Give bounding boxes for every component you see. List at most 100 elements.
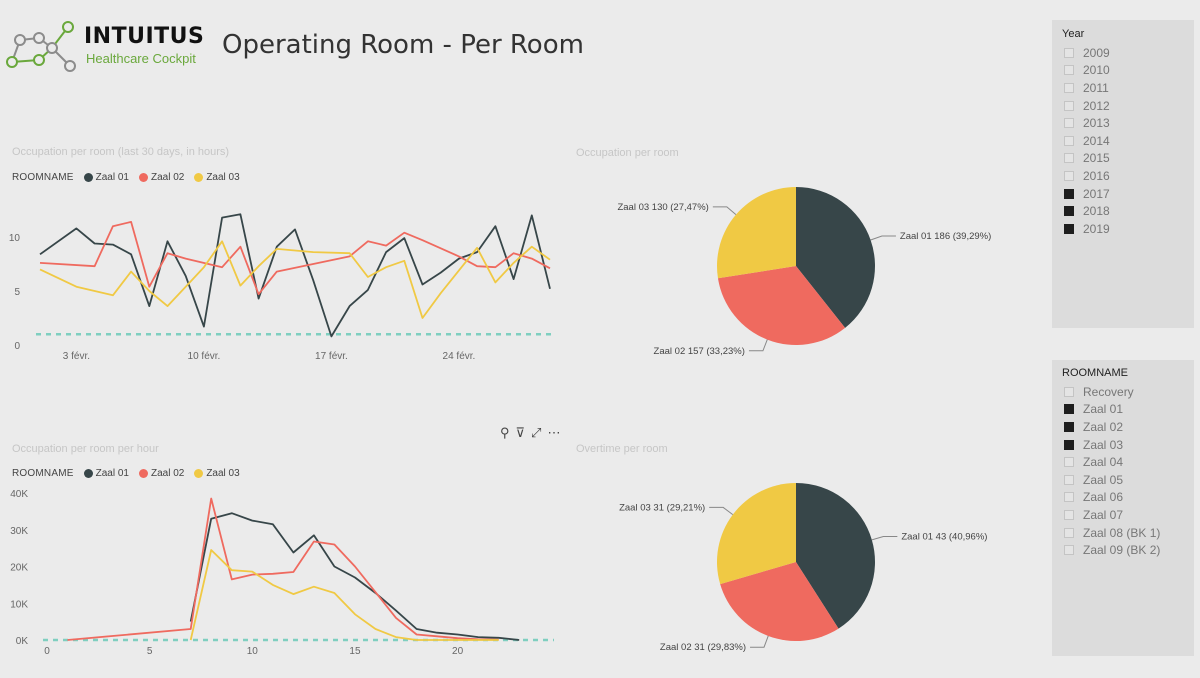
checkbox-checked-icon[interactable] <box>1064 206 1074 217</box>
line-chart-days[interactable]: 0 5 10 3 févr. 10 févr. 17 févr. 24 févr. <box>0 195 570 365</box>
checkbox-icon[interactable] <box>1064 527 1074 538</box>
checkbox-icon[interactable] <box>1064 386 1074 397</box>
pie-chart-overtime[interactable]: Zaal 01 43 (40,96%) Zaal 02 31 (29,83%) Za… <box>570 468 1040 663</box>
year-option[interactable]: 2019 <box>1052 220 1194 238</box>
year-option-label: 2017 <box>1083 186 1110 201</box>
checkbox-icon[interactable] <box>1064 100 1074 111</box>
y-tick-label: 20K <box>10 563 28 574</box>
x-tick-label: 17 févr. <box>315 351 348 362</box>
focus-mode-icon[interactable]: ⤢ <box>531 425 542 440</box>
line-days-legend: ROOMNAME Zaal 01 Zaal 02 Zaal 03 <box>12 172 244 183</box>
year-option[interactable]: 2015 <box>1052 150 1194 168</box>
checkbox-checked-icon[interactable] <box>1064 421 1074 432</box>
roomname-option[interactable]: Zaal 09 (BK 2) <box>1052 541 1194 559</box>
roomname-option[interactable]: Zaal 04 <box>1052 453 1194 471</box>
year-option[interactable]: 2013 <box>1052 114 1194 132</box>
line-chart-hours[interactable]: 0K 10K 20K 30K 40K 0 5 10 15 20 <box>0 485 570 660</box>
roomname-option[interactable]: Zaal 02 <box>1052 418 1194 436</box>
year-option[interactable]: 2009 <box>1052 44 1194 62</box>
year-slicer-list: 2009 2010 2011 2012 2013 2014 2015 2016 2017 2018… <box>1052 44 1194 238</box>
checkbox-icon[interactable] <box>1064 170 1074 181</box>
year-option[interactable]: 2018 <box>1052 202 1194 220</box>
legend-item-zaal-03[interactable]: Zaal 03 <box>192 468 240 479</box>
roomname-option-label: Zaal 08 (BK 1) <box>1083 525 1161 540</box>
year-option[interactable]: 2017 <box>1052 185 1194 203</box>
pie-slice-zaal-01[interactable] <box>796 187 875 328</box>
year-option-label: 2011 <box>1083 80 1109 95</box>
visual-toolbar: ⚲ ⊽ ⤢ ⋯ <box>500 425 560 441</box>
legend-dot-icon <box>138 469 148 478</box>
checkbox-icon[interactable] <box>1064 492 1074 503</box>
pie-leader-line <box>748 339 768 352</box>
y-tick-label: 5 <box>14 287 20 298</box>
series-line-zaal-03[interactable] <box>39 240 551 319</box>
pie-chart-occupation[interactable]: Zaal 01 186 (39,29%) Zaal 02 157 (33,23%)… <box>570 170 1040 365</box>
legend-title: ROOMNAME <box>12 172 74 183</box>
checkbox-icon[interactable] <box>1064 153 1074 164</box>
pie-data-label: Zaal 03 130 (27,47%) <box>617 202 708 213</box>
pie-data-label: Zaal 02 31 (29,83%) <box>660 642 746 653</box>
checkbox-checked-icon[interactable] <box>1064 439 1074 450</box>
checkbox-checked-icon[interactable] <box>1064 223 1074 234</box>
legend-item-zaal-01[interactable]: Zaal 01 <box>82 172 129 183</box>
checkbox-checked-icon[interactable] <box>1064 188 1074 199</box>
year-option-label: 2012 <box>1083 98 1110 113</box>
checkbox-icon[interactable] <box>1064 118 1074 129</box>
filter-icon[interactable]: ⊽ <box>515 425 526 440</box>
x-tick-label: 5 <box>147 646 153 657</box>
pie-leader-line <box>870 235 896 241</box>
series-line-zaal-02[interactable] <box>67 497 499 641</box>
legend-title: ROOMNAME <box>12 468 74 479</box>
checkbox-icon[interactable] <box>1064 457 1074 468</box>
roomname-option[interactable]: Zaal 06 <box>1052 489 1194 507</box>
pie-data-label: Zaal 01 43 (40,96%) <box>901 531 987 542</box>
pie-slice-zaal-02[interactable] <box>717 266 846 345</box>
pie-slice-zaal-01[interactable] <box>796 483 875 629</box>
year-option[interactable]: 2012 <box>1052 97 1194 115</box>
year-option-label: 2016 <box>1083 168 1110 183</box>
year-option-label: 2013 <box>1083 116 1110 131</box>
legend-item-zaal-03[interactable]: Zaal 03 <box>192 172 240 183</box>
y-tick-label: 10K <box>10 599 28 610</box>
roomname-option[interactable]: Recovery <box>1052 383 1194 401</box>
year-option[interactable]: 2010 <box>1052 62 1194 80</box>
series-line-zaal-01[interactable] <box>39 213 551 338</box>
legend-item-zaal-02[interactable]: Zaal 02 <box>137 172 184 183</box>
pie-leader-line <box>709 506 734 516</box>
year-option[interactable]: 2014 <box>1052 132 1194 150</box>
roomname-option[interactable]: Zaal 03 <box>1052 436 1194 454</box>
pie-slice-zaal-03[interactable] <box>717 187 796 279</box>
checkbox-icon[interactable] <box>1064 545 1074 556</box>
pie-slice-zaal-02[interactable] <box>720 562 839 641</box>
checkbox-icon[interactable] <box>1064 65 1074 76</box>
line-days-title: Occupation per room (last 30 days, in ho… <box>12 146 230 158</box>
year-slicer: Year 2009 2010 2011 2012 2013 2014 2015 2016 201… <box>1052 20 1194 328</box>
checkbox-icon[interactable] <box>1064 474 1074 485</box>
pie-leader-line <box>712 206 737 216</box>
roomname-option[interactable]: Zaal 07 <box>1052 506 1194 524</box>
brand-subtitle: Healthcare Cockpit <box>86 51 196 66</box>
pie-data-label: Zaal 01 186 (39,29%) <box>900 231 991 242</box>
checkbox-icon[interactable] <box>1064 509 1074 520</box>
legend-item-zaal-01[interactable]: Zaal 01 <box>82 468 129 479</box>
more-options-icon[interactable]: ⋯ <box>547 425 561 440</box>
series-line-zaal-01[interactable] <box>189 512 520 641</box>
pie-slice-zaal-03[interactable] <box>717 483 796 585</box>
year-option[interactable]: 2011 <box>1052 79 1194 97</box>
pin-icon[interactable]: ⚲ <box>500 425 510 440</box>
roomname-slicer-list: Recovery Zaal 01 Zaal 02 Zaal 03 Zaal 04 Zaal… <box>1052 383 1194 559</box>
legend-dot-icon <box>138 173 148 182</box>
pie-data-label: Zaal 02 157 (33,23%) <box>654 346 745 357</box>
roomname-option[interactable]: Zaal 08 (BK 1) <box>1052 524 1194 542</box>
series-line-zaal-02[interactable] <box>39 220 551 296</box>
checkbox-icon[interactable] <box>1064 135 1074 146</box>
series-line-zaal-03[interactable] <box>189 549 499 641</box>
roomname-option[interactable]: Zaal 05 <box>1052 471 1194 489</box>
year-option[interactable]: 2016 <box>1052 167 1194 185</box>
checkbox-icon[interactable] <box>1064 82 1074 93</box>
checkbox-icon[interactable] <box>1064 47 1074 58</box>
legend-item-zaal-02[interactable]: Zaal 02 <box>137 468 184 479</box>
checkbox-checked-icon[interactable] <box>1064 404 1074 415</box>
roomname-option[interactable]: Zaal 01 <box>1052 401 1194 419</box>
year-option-label: 2018 <box>1083 204 1110 219</box>
